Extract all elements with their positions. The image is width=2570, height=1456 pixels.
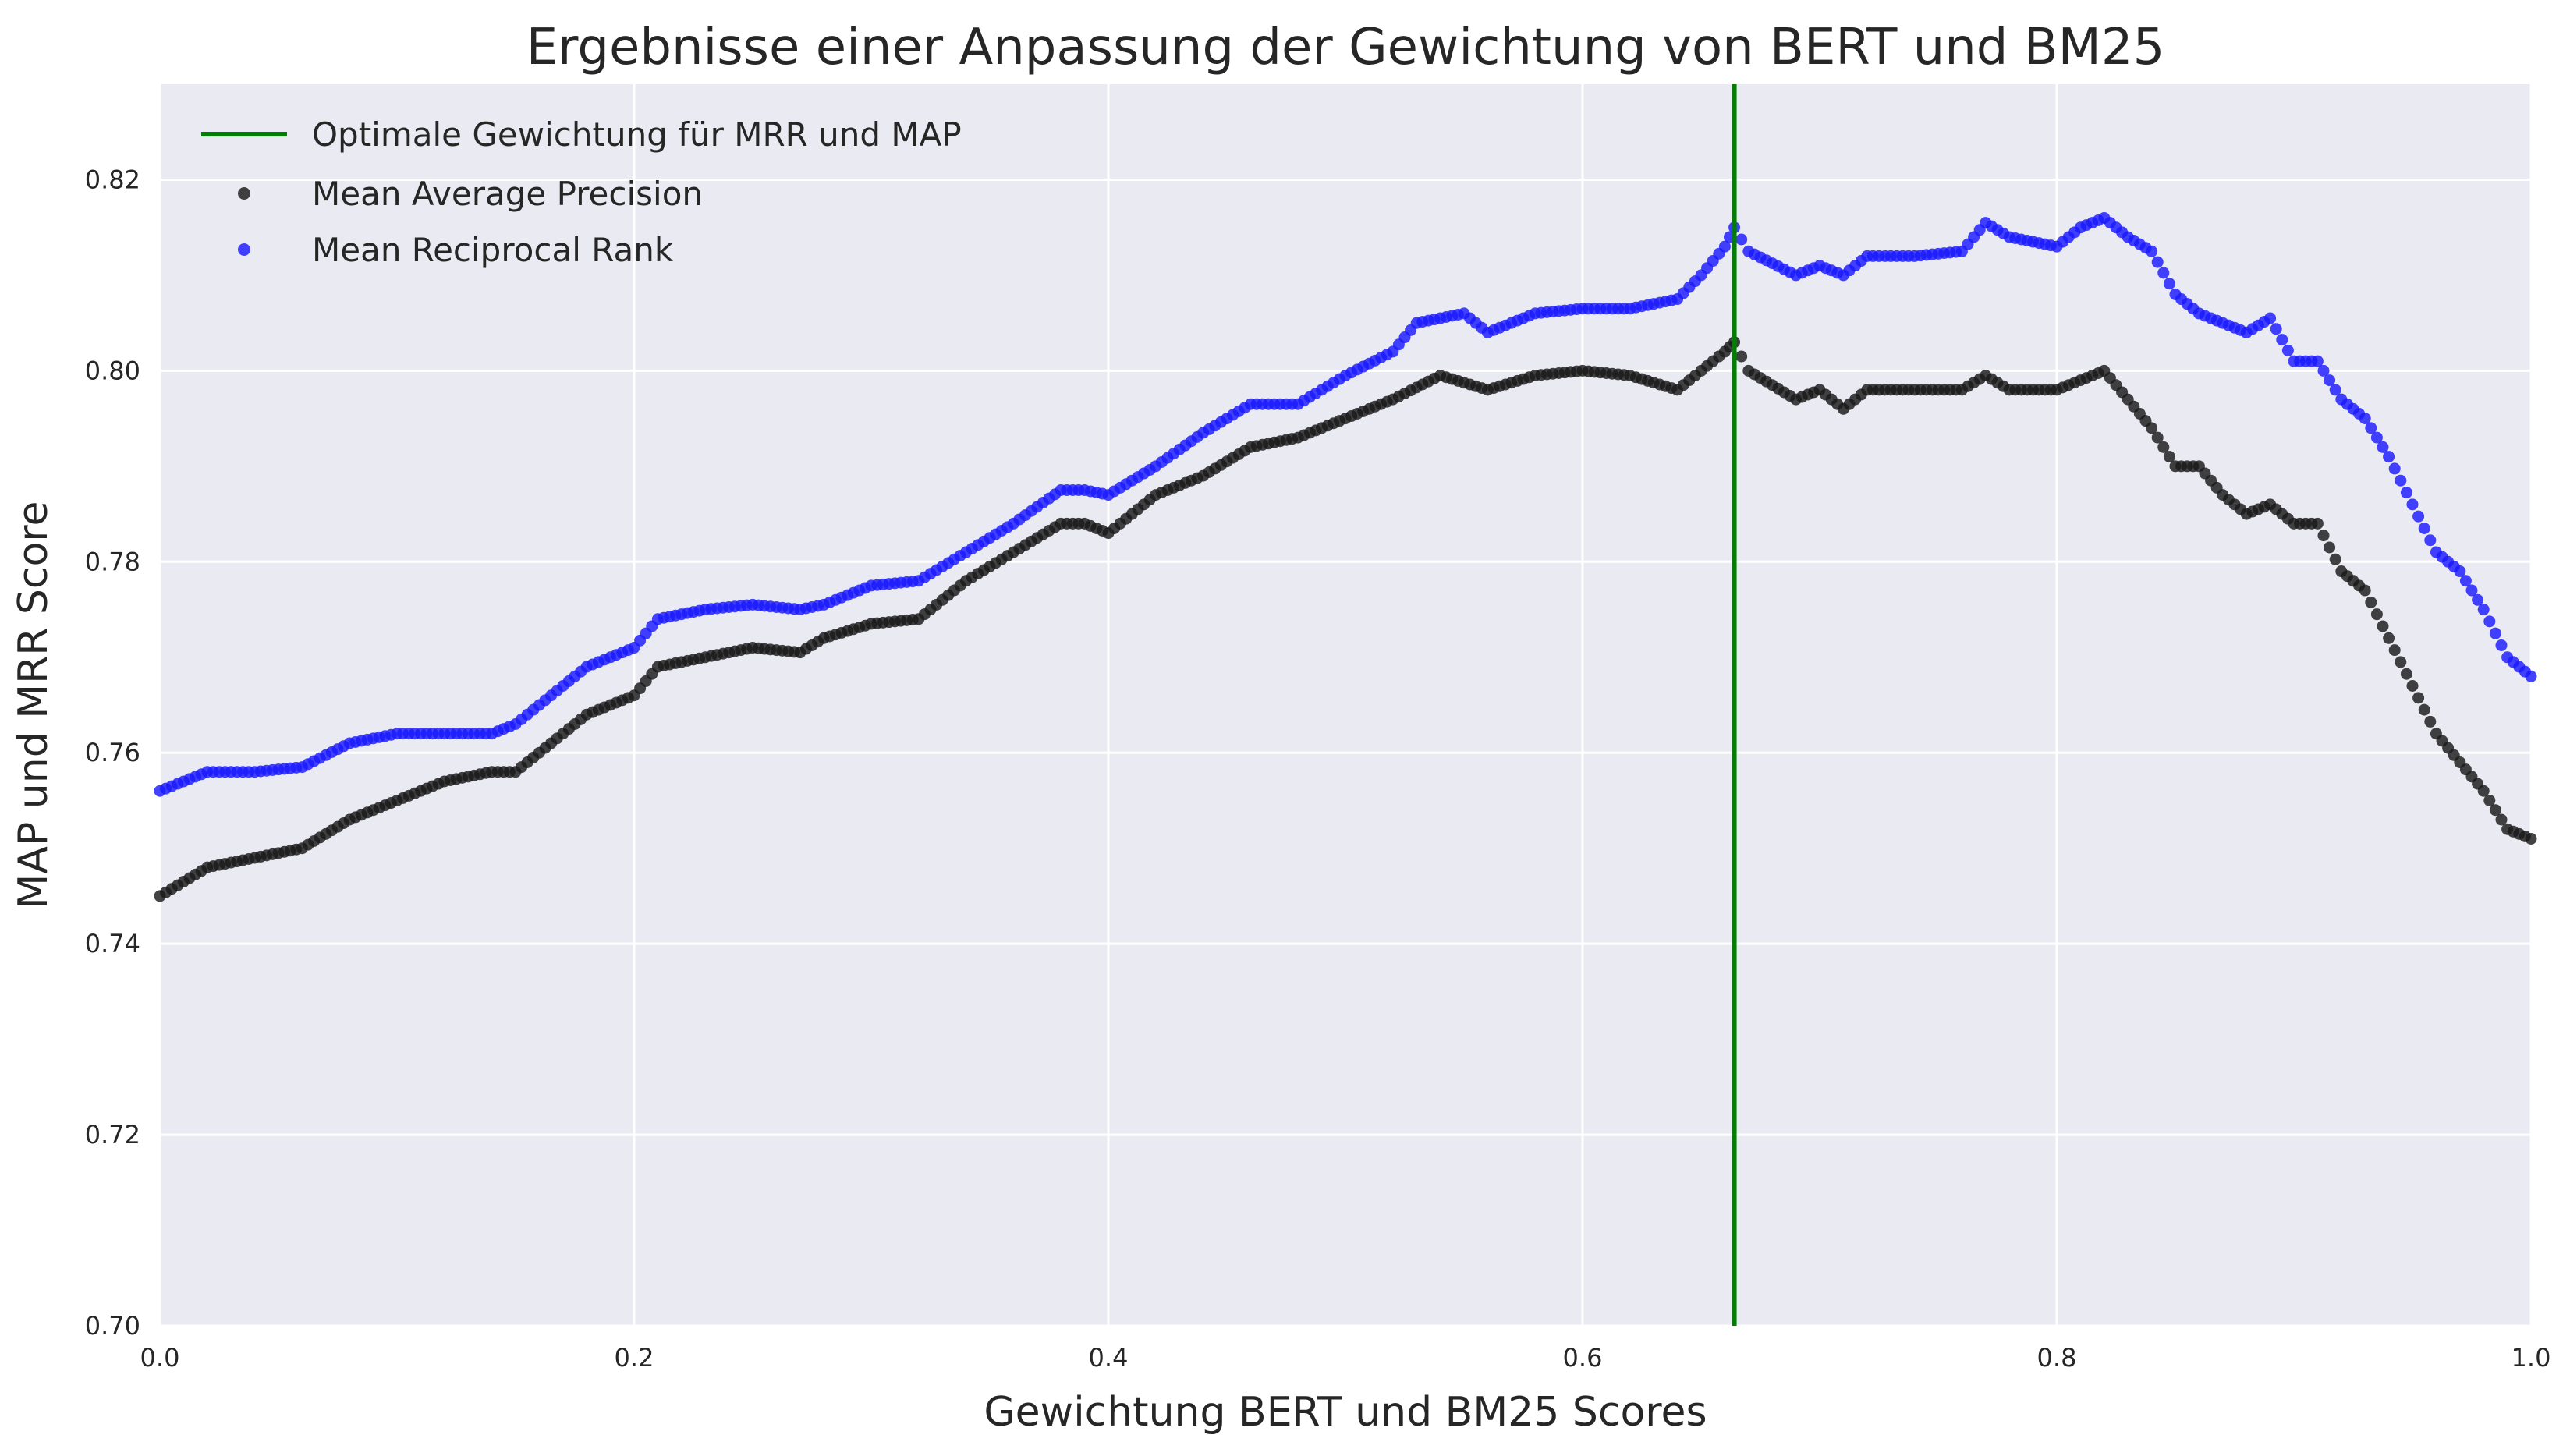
data-point xyxy=(2370,431,2383,444)
series-mrr xyxy=(154,211,2537,797)
grid xyxy=(158,84,2533,1327)
data-point xyxy=(2370,608,2383,621)
y-tick-label: 0.78 xyxy=(85,547,140,576)
data-point xyxy=(2465,584,2478,597)
data-point xyxy=(2329,553,2341,565)
data-point xyxy=(2395,474,2407,487)
data-point xyxy=(2324,541,2336,554)
x-tick-label: 1.0 xyxy=(2512,1343,2551,1373)
data-point xyxy=(2495,639,2508,651)
x-axis-label: Gewichtung BERT und BM25 Scores xyxy=(984,1389,1707,1436)
data-point xyxy=(2329,384,2341,396)
chart-title: Ergebnisse einer Anpassung der Gewichtun… xyxy=(526,19,2165,76)
legend-marker-map xyxy=(238,187,250,200)
data-point xyxy=(2477,604,2490,616)
data-point xyxy=(2483,615,2496,628)
data-point xyxy=(2365,596,2377,608)
data-point xyxy=(2406,498,2419,511)
y-tick-label: 0.76 xyxy=(85,738,140,767)
data-point xyxy=(2406,680,2419,693)
data-point xyxy=(2395,656,2407,668)
data-point xyxy=(2383,632,2395,644)
data-point xyxy=(2377,620,2389,632)
data-point xyxy=(1718,240,1731,253)
y-tick-label: 0.82 xyxy=(85,165,140,194)
data-point xyxy=(2424,534,2437,547)
data-point xyxy=(2151,256,2164,268)
data-point xyxy=(2525,670,2537,682)
data-point xyxy=(2365,422,2377,434)
y-axis-ticks: 0.70 0.72 0.74 0.76 0.78 0.80 0.82 xyxy=(85,165,140,1341)
data-point xyxy=(2276,334,2288,346)
data-point xyxy=(1735,233,1748,246)
data-point xyxy=(2359,584,2371,597)
data-point xyxy=(2383,451,2395,463)
legend-label-map: Mean Average Precision xyxy=(312,175,703,213)
data-point xyxy=(2388,644,2401,657)
y-tick-label: 0.70 xyxy=(85,1311,140,1341)
x-axis-ticks: 0.0 0.2 0.4 0.6 0.8 1.0 xyxy=(140,1343,2551,1373)
series-map xyxy=(154,336,2537,902)
data-point xyxy=(2489,627,2501,639)
plot-area xyxy=(160,84,2531,1326)
legend-label-mrr: Mean Reciprocal Rank xyxy=(312,231,674,269)
data-point xyxy=(2146,422,2158,434)
y-tick-label: 0.74 xyxy=(85,929,140,958)
x-tick-label: 0.0 xyxy=(140,1343,180,1373)
legend: Optimale Gewichtung für MRR und MAP Mean… xyxy=(201,115,962,269)
y-axis-label: MAP und MRR Score xyxy=(10,501,57,909)
y-tick-label: 0.72 xyxy=(85,1120,140,1150)
data-point xyxy=(2418,522,2430,534)
data-point xyxy=(2525,832,2537,845)
data-point xyxy=(2483,794,2496,806)
data-point xyxy=(2454,565,2466,578)
data-point xyxy=(2270,323,2282,335)
data-point xyxy=(2459,575,2472,587)
data-point xyxy=(2264,312,2277,324)
data-point xyxy=(2400,668,2412,680)
x-tick-label: 0.4 xyxy=(1089,1343,1129,1373)
data-point xyxy=(2418,703,2430,716)
data-point xyxy=(2151,431,2164,444)
x-tick-label: 0.2 xyxy=(615,1343,654,1373)
data-point xyxy=(2317,530,2330,542)
data-point xyxy=(2163,278,2175,290)
data-point xyxy=(2400,487,2412,499)
data-point xyxy=(2495,813,2508,826)
data-point xyxy=(2311,355,2324,367)
legend-marker-mrr xyxy=(238,243,250,256)
data-point xyxy=(2146,245,2158,257)
data-point xyxy=(2377,441,2389,453)
data-points xyxy=(154,211,2537,902)
data-point xyxy=(2311,517,2324,530)
data-point xyxy=(2359,413,2371,425)
data-point xyxy=(2412,692,2425,704)
data-point xyxy=(2281,344,2294,356)
data-point xyxy=(2157,441,2170,453)
data-point xyxy=(2324,374,2336,387)
data-point xyxy=(2472,593,2484,606)
legend-label-optimal: Optimale Gewichtung für MRR und MAP xyxy=(312,115,962,154)
data-point xyxy=(2412,510,2425,523)
data-point xyxy=(2163,451,2175,463)
data-point xyxy=(1735,350,1748,363)
y-tick-label: 0.80 xyxy=(85,356,140,385)
data-point xyxy=(2157,267,2170,279)
data-point xyxy=(2317,364,2330,377)
x-tick-label: 0.6 xyxy=(1563,1343,1603,1373)
x-tick-label: 0.8 xyxy=(2037,1343,2077,1373)
data-point xyxy=(2424,715,2437,728)
data-point xyxy=(2477,785,2490,797)
data-point xyxy=(2489,804,2501,817)
data-point xyxy=(2388,462,2401,475)
